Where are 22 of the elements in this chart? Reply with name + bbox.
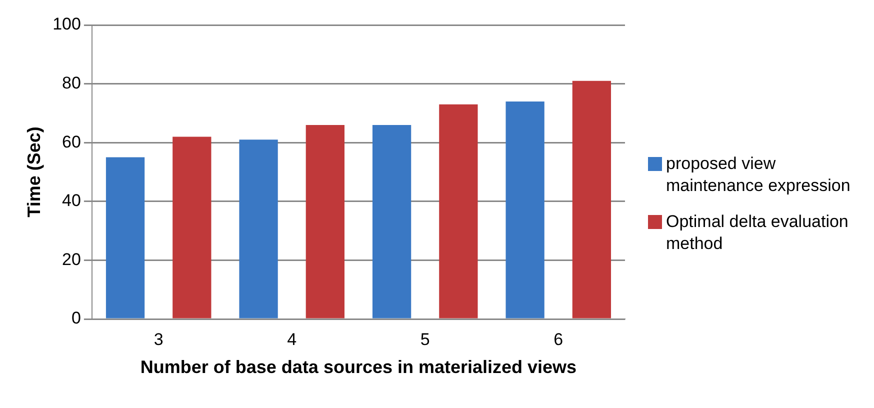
bar: [239, 140, 278, 318]
y-tick-label: 0: [71, 308, 81, 328]
bar: [439, 104, 478, 318]
x-tick-label: 3: [154, 330, 164, 349]
x-tick-label: 4: [287, 330, 297, 349]
x-tick-label: 5: [420, 330, 430, 349]
legend-label: Optimal delta evaluation method: [666, 211, 850, 255]
bar: [106, 157, 145, 318]
bar: [172, 136, 212, 318]
y-axis-title: Time (Sec): [24, 126, 44, 218]
x-axis-title: Number of base data sources in materialized views: [140, 357, 577, 378]
y-tick-label: 80: [62, 73, 81, 92]
x-tick-label: 6: [554, 330, 564, 349]
y-tick-label: 60: [62, 132, 81, 152]
y-tick-label: 100: [52, 14, 81, 34]
legend-label: proposed view maintenance expression: [666, 153, 852, 197]
bar: [572, 80, 612, 318]
bar: [372, 124, 412, 318]
bar: [306, 124, 344, 318]
y-tick-label: 20: [62, 250, 81, 269]
bar: [506, 101, 544, 318]
y-tick-label: 40: [62, 191, 81, 210]
